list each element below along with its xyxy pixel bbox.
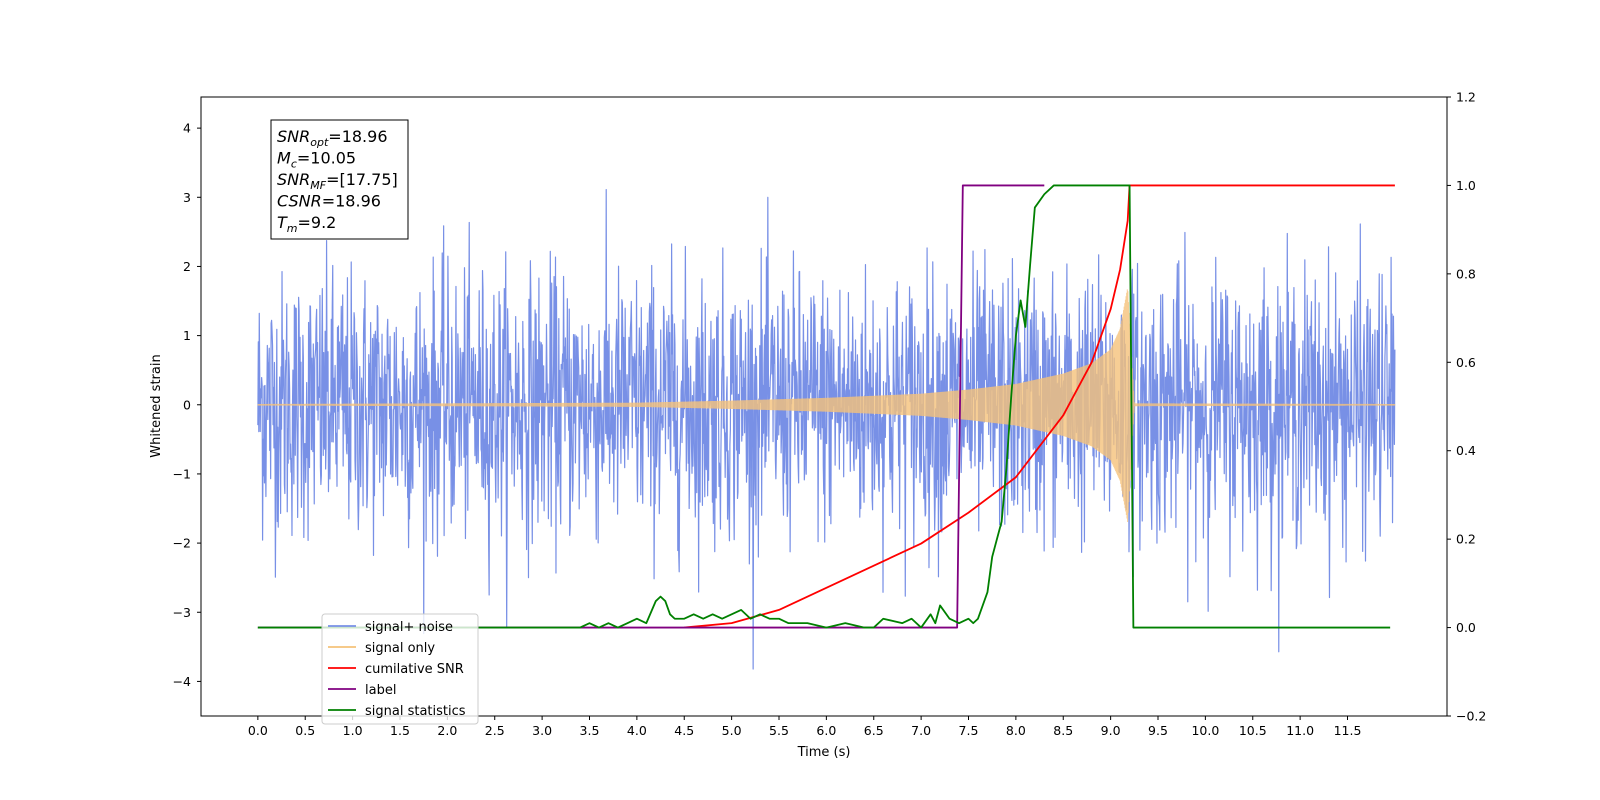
x-tick-label: 2.5 (485, 723, 505, 738)
series-label (257, 184, 1045, 629)
x-tick-label: 5.0 (722, 723, 742, 738)
info-line: CSNR=18.96 (277, 192, 381, 211)
x-axis-label: Time (s) (797, 745, 851, 760)
info-box: SNRopt=18.96Mc=10.05SNRMF=[17.75]CSNR=18… (270, 119, 409, 240)
series-layer (257, 184, 1396, 670)
y-left-tick-label: 0 (183, 397, 191, 412)
axes-layer: 0.0 0.5 1.0 1.5 2.0 2.5 3.0 3.5 4.0 4.5 5.0 5.5 6.0 6… (173, 90, 1487, 739)
x-tick-label: 11.0 (1286, 723, 1314, 738)
x-tick-label: 1.5 (390, 723, 410, 738)
x-tick-label: 0.5 (295, 723, 315, 738)
x-tick-label: 6.5 (864, 723, 884, 738)
series-signal-only (257, 289, 1396, 522)
info-line: SNRopt=18.96 (277, 127, 388, 149)
y-left-tick-label: −2 (173, 536, 191, 551)
info-line: SNRMF=[17.75] (277, 170, 398, 192)
x-tick-label: 4.0 (627, 723, 647, 738)
plot-frame (200, 96, 1448, 717)
legend-label: signal statistics (365, 704, 466, 719)
x-tick-label: 10.5 (1239, 723, 1267, 738)
info-line: Mc=10.05 (277, 149, 356, 171)
y-left-tick-label: −1 (173, 466, 191, 481)
y-left-tick-label: 1 (183, 328, 191, 343)
x-tick-label: 10.0 (1191, 723, 1219, 738)
x-tick-label: 6.0 (816, 723, 836, 738)
y-left-tick-label: 2 (183, 259, 191, 274)
legend-label: label (365, 683, 396, 698)
y-right-tick-label: 1.2 (1456, 90, 1476, 105)
x-tick-label: 9.0 (1101, 723, 1121, 738)
x-tick-label: 8.5 (1053, 723, 1073, 738)
x-tick-label: 0.0 (248, 723, 268, 738)
series-signal-statistics (257, 184, 1391, 629)
y-right-tick-label: 0.0 (1456, 620, 1476, 635)
x-tick-label: 3.0 (532, 723, 552, 738)
info-box-frame (270, 119, 409, 240)
y-left-tick-label: 3 (183, 190, 191, 205)
x-tick-label: 4.5 (674, 723, 694, 738)
y-left-tick-label: 4 (183, 121, 191, 136)
x-tick-label: 3.5 (580, 723, 600, 738)
y-right-tick-label: −0.2 (1456, 709, 1486, 724)
info-line: Tm=9.2 (277, 213, 336, 235)
x-tick-label: 7.0 (911, 723, 931, 738)
y-right-tick-label: 0.2 (1456, 532, 1476, 547)
x-tick-label: 1.0 (343, 723, 363, 738)
x-tick-label: 11.5 (1334, 723, 1362, 738)
legend-label: cumilative SNR (365, 662, 464, 677)
y-right-tick-label: 1.0 (1456, 178, 1476, 193)
x-tick-label: 8.0 (1006, 723, 1026, 738)
y-left-tick-label: −4 (173, 674, 191, 689)
x-tick-label: 2.0 (437, 723, 457, 738)
y-axis-label: Whitened strain (149, 354, 164, 457)
series-cumulative-snr (684, 184, 1395, 629)
y-right-tick-label: 0.6 (1456, 355, 1476, 370)
x-tick-label: 5.5 (769, 723, 789, 738)
y-right-tick-label: 0.8 (1456, 266, 1476, 281)
legend: signal+ noise signal only cumilative SNR la… (321, 613, 479, 725)
y-right-tick-label: 0.4 (1456, 443, 1476, 458)
series-signal-noise (257, 188, 1396, 670)
legend-label: signal+ noise (365, 620, 453, 635)
legend-frame (321, 613, 479, 725)
x-tick-label: 7.5 (959, 723, 979, 738)
y-left-tick-label: −3 (173, 605, 191, 620)
x-tick-label: 9.5 (1148, 723, 1168, 738)
legend-label: signal only (365, 641, 435, 656)
